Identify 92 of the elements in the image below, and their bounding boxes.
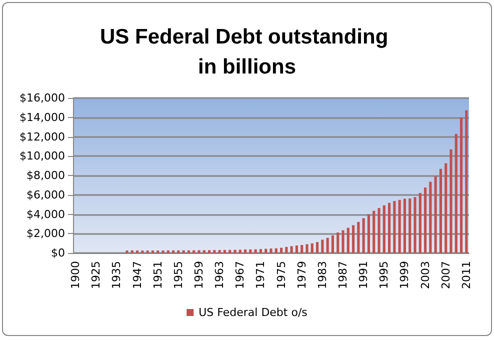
y-tick-label: $8,000 — [26, 169, 65, 182]
bar — [331, 235, 334, 253]
bar — [362, 218, 365, 253]
bar — [264, 248, 268, 253]
x-tick-label: 1967 — [234, 261, 247, 289]
bar — [450, 149, 452, 253]
bar — [321, 240, 324, 253]
x-tick-label: 1951 — [151, 261, 164, 289]
x-tick-label: 2011 — [460, 261, 473, 289]
bar — [285, 246, 288, 253]
bar — [126, 250, 128, 253]
bar — [414, 197, 416, 253]
y-tick-label: $0 — [51, 246, 65, 260]
bar — [465, 110, 468, 253]
bar — [259, 249, 262, 253]
bar — [166, 250, 170, 253]
bar — [372, 210, 376, 253]
x-tick-label: 1925 — [90, 261, 103, 289]
bar — [238, 250, 242, 253]
x-tick-label: 1975 — [274, 261, 288, 289]
x-tick-label: 1991 — [357, 261, 370, 289]
bar — [228, 250, 232, 253]
bar — [342, 230, 344, 253]
y-tick-label: $10,000 — [20, 150, 65, 163]
bar — [182, 250, 185, 253]
bar — [202, 250, 206, 253]
bar — [310, 243, 314, 253]
bar — [172, 250, 175, 253]
y-tick-label: $14,000 — [20, 110, 65, 124]
bar — [177, 250, 180, 253]
x-tick-label: 1955 — [172, 261, 185, 289]
bar — [388, 202, 391, 253]
bar — [244, 249, 247, 253]
bar — [187, 250, 190, 253]
y-tick-label: $4,000 — [26, 208, 65, 221]
bar — [434, 176, 437, 253]
legend-label: US Federal Debt o/s — [198, 306, 308, 319]
bar — [454, 134, 458, 253]
chart-title: US Federal Debt outstanding in billions — [100, 26, 394, 78]
bar — [346, 228, 350, 253]
bar — [270, 248, 272, 253]
bar — [306, 244, 308, 253]
bar — [408, 198, 412, 253]
x-tick-label: 1971 — [254, 261, 268, 289]
bar — [130, 250, 134, 253]
bar — [316, 242, 319, 253]
bar — [439, 168, 442, 253]
bar — [357, 222, 360, 253]
bar — [367, 214, 370, 253]
x-tick-label: 1999 — [398, 261, 412, 289]
y-tick-label: $12,000 — [20, 130, 65, 144]
x-tick-label: 1900 — [69, 261, 82, 289]
y-tick-label: $16,000 — [20, 92, 65, 104]
bar — [398, 200, 401, 253]
x-tick-label: 1983 — [316, 261, 329, 289]
bar — [162, 250, 164, 253]
x-tick-label: 1963 — [213, 261, 226, 289]
x-tick-label: 1947 — [130, 261, 144, 289]
bar — [295, 245, 298, 253]
y-tick-label: $2,000 — [26, 227, 65, 240]
bar — [208, 250, 211, 253]
bar — [198, 250, 200, 253]
bar — [234, 250, 236, 253]
bar — [403, 198, 406, 253]
bar — [460, 117, 463, 253]
bar — [352, 225, 355, 253]
bar — [393, 200, 396, 253]
bar — [249, 249, 252, 253]
bar — [424, 188, 427, 253]
bar — [429, 182, 432, 253]
bar — [336, 232, 340, 253]
bar — [254, 249, 257, 253]
bar — [378, 208, 380, 253]
bar — [218, 250, 221, 253]
x-tick-label: 1995 — [378, 261, 391, 289]
x-tick-label: 1935 — [110, 261, 124, 289]
x-tick-label: 1979 — [295, 261, 308, 289]
bar — [382, 205, 386, 253]
bar — [223, 250, 226, 253]
bar — [280, 248, 283, 253]
bar — [274, 248, 278, 253]
bar — [444, 163, 448, 253]
bar — [290, 246, 293, 253]
x-tick-label: 1987 — [336, 261, 350, 289]
y-tick-label: $6,000 — [26, 188, 65, 202]
x-tick-label: 2007 — [439, 261, 452, 289]
x-tick-label: 1959 — [192, 261, 206, 289]
bar — [300, 244, 304, 253]
x-tick-label: 2003 — [418, 261, 432, 289]
bar — [213, 250, 216, 253]
bar — [326, 238, 329, 253]
bar — [418, 192, 422, 253]
